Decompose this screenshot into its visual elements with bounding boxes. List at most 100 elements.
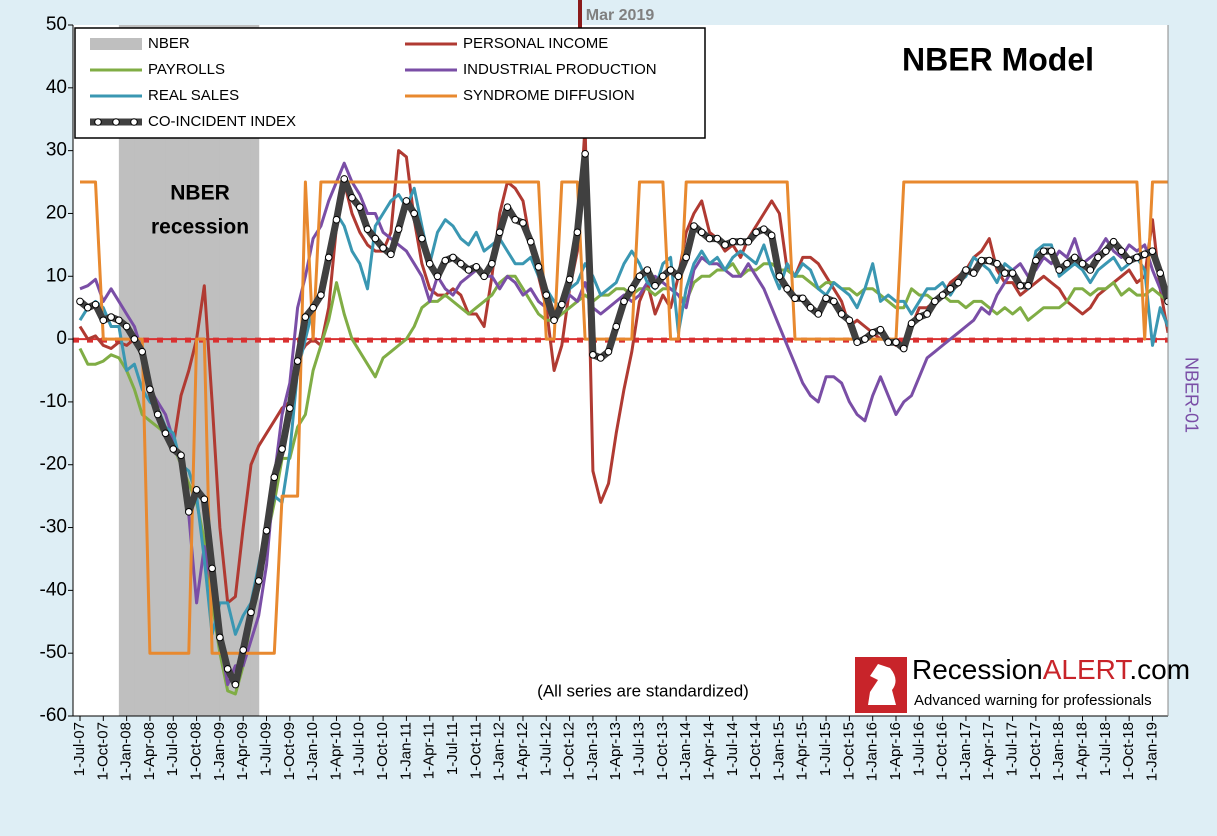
x-tick-label: 1-Jul-15 [817, 722, 834, 776]
data-point [76, 297, 84, 306]
data-point [604, 347, 613, 356]
legend-swatch [90, 38, 142, 50]
data-point [830, 297, 838, 306]
recession-band [227, 25, 236, 716]
data-point [962, 266, 970, 274]
data-point [262, 526, 271, 535]
data-point [433, 272, 442, 281]
data-point [301, 313, 310, 321]
legend-label: NBER [148, 35, 190, 52]
data-point [705, 234, 714, 243]
data-point [697, 228, 706, 237]
data-point [394, 225, 403, 233]
data-point [783, 285, 792, 293]
x-tick-label: 1-Jul-10 [351, 722, 368, 776]
logo-part: .com [1129, 654, 1190, 685]
data-point [464, 266, 473, 274]
data-point [1047, 247, 1056, 255]
data-point [1148, 247, 1157, 255]
x-tick-label: 1-Jul-11 [444, 722, 461, 775]
data-point [441, 256, 450, 265]
data-point [231, 680, 240, 689]
data-point [861, 335, 869, 343]
data-point [1032, 256, 1040, 265]
data-point [565, 275, 574, 284]
legend-label: CO-INCIDENT INDEX [148, 113, 296, 130]
data-point [480, 272, 488, 281]
data-point [223, 665, 232, 673]
data-point [1070, 253, 1079, 262]
recession-band [149, 25, 159, 716]
x-tick-label: 1-Apr-16 [887, 722, 904, 780]
recession-band [157, 25, 166, 716]
x-tick-label: 1-Apr-15 [794, 722, 811, 780]
recession-band [235, 25, 244, 716]
data-point [1140, 250, 1149, 259]
data-point [457, 259, 465, 268]
x-tick-label: 1-Jan-09 [211, 722, 228, 781]
data-point [542, 291, 551, 299]
logo-knight [868, 664, 896, 705]
data-point [729, 237, 737, 246]
data-point [355, 203, 364, 211]
x-tick-label: 1-Apr-14 [700, 722, 717, 780]
data-point [317, 291, 325, 299]
data-point [627, 285, 636, 293]
data-point [1024, 281, 1032, 290]
data-point [309, 303, 317, 312]
y-tick-label: 20 [46, 202, 67, 223]
x-tick-label: 1-Oct-14 [747, 722, 764, 780]
x-tick-label: 1-Jan-10 [304, 722, 321, 781]
x-tick-label: 1-Oct-10 [374, 722, 391, 780]
data-point [192, 486, 201, 494]
y-tick-label: -20 [40, 454, 67, 475]
logo-part: ALERT [1043, 654, 1133, 685]
data-point [526, 237, 535, 246]
logo-tagline: Advanced warning for professionals [914, 692, 1152, 709]
data-point [666, 266, 675, 274]
series-line [80, 180, 1168, 655]
data-point [270, 473, 279, 482]
y-tick-label: -10 [40, 391, 67, 412]
y-tick-label: 50 [46, 14, 67, 35]
x-tick-label: 1-Jan-19 [1143, 722, 1160, 781]
legend-dot [130, 118, 138, 126]
legend-label: INDUSTRIAL PRODUCTION [463, 61, 657, 78]
data-point [1094, 253, 1102, 262]
data-point [472, 263, 481, 271]
x-tick-label: 1-Jul-08 [164, 722, 181, 776]
data-point [1125, 256, 1133, 265]
x-tick-label: 1-Jul-13 [631, 722, 648, 776]
data-point [651, 281, 659, 290]
x-tick-label: 1-Jul-16 [910, 722, 927, 776]
data-point [946, 285, 955, 293]
recession-band [126, 25, 135, 716]
x-tick-label: 1-Apr-17 [980, 722, 997, 780]
data-point [387, 250, 395, 259]
data-point [425, 259, 434, 268]
x-tick-label: 1-Jan-18 [1050, 722, 1067, 781]
legend-dot [94, 118, 102, 126]
data-point [216, 633, 224, 642]
data-point [286, 404, 294, 412]
x-tick-label: 1-Jan-12 [491, 722, 508, 781]
data-point [915, 313, 924, 321]
data-point [185, 508, 193, 516]
data-point [488, 259, 496, 268]
data-point [379, 244, 387, 252]
data-point [1086, 266, 1095, 274]
x-tick-label: 1-Oct-16 [934, 722, 951, 780]
data-point [954, 278, 962, 287]
data-point [822, 294, 830, 303]
data-point [332, 215, 341, 224]
recession-band [181, 25, 190, 716]
data-point [899, 344, 908, 353]
annotation: Mar 2019 [586, 7, 655, 24]
x-tick-label: 1-Jan-08 [118, 722, 135, 781]
data-point [153, 410, 162, 419]
x-tick-label: 1-Apr-12 [514, 722, 531, 780]
chart-title: NBER Model [902, 41, 1094, 77]
data-point [340, 175, 349, 183]
data-point [1016, 281, 1025, 290]
data-point [752, 228, 760, 237]
